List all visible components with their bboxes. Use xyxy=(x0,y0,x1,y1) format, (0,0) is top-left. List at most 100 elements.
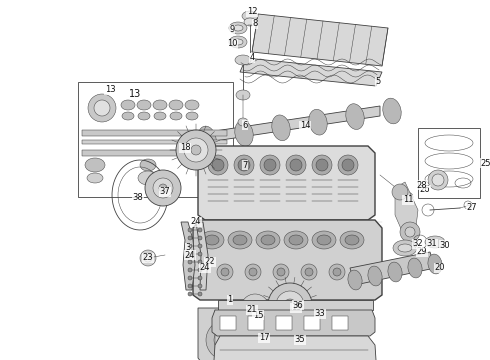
Circle shape xyxy=(400,222,420,242)
Bar xyxy=(82,130,227,136)
Ellipse shape xyxy=(368,266,382,286)
Circle shape xyxy=(145,170,181,206)
Text: 13: 13 xyxy=(129,89,142,99)
Ellipse shape xyxy=(154,112,166,120)
Ellipse shape xyxy=(140,159,156,171)
Bar xyxy=(248,316,264,330)
Ellipse shape xyxy=(244,18,256,26)
Ellipse shape xyxy=(169,100,183,110)
Circle shape xyxy=(277,268,285,276)
Ellipse shape xyxy=(205,235,219,245)
Bar xyxy=(276,316,292,330)
Circle shape xyxy=(249,268,257,276)
Circle shape xyxy=(392,184,408,200)
Circle shape xyxy=(276,291,304,319)
Ellipse shape xyxy=(348,270,362,290)
Bar xyxy=(332,316,348,330)
Circle shape xyxy=(159,184,167,192)
Text: 32: 32 xyxy=(413,239,423,248)
Text: 24: 24 xyxy=(191,217,201,226)
Text: 10: 10 xyxy=(227,40,237,49)
Circle shape xyxy=(188,292,192,296)
Text: 13: 13 xyxy=(105,85,115,94)
Circle shape xyxy=(301,264,317,280)
Circle shape xyxy=(198,228,202,232)
Polygon shape xyxy=(181,222,195,290)
Circle shape xyxy=(198,276,202,280)
Circle shape xyxy=(144,254,152,262)
Ellipse shape xyxy=(289,235,303,245)
Ellipse shape xyxy=(235,55,251,65)
Ellipse shape xyxy=(122,112,134,120)
Ellipse shape xyxy=(428,254,442,274)
Circle shape xyxy=(284,299,296,311)
Ellipse shape xyxy=(229,22,247,34)
Ellipse shape xyxy=(185,100,199,110)
Circle shape xyxy=(188,276,192,280)
Text: 23: 23 xyxy=(143,253,153,262)
Text: 7: 7 xyxy=(243,161,247,170)
Circle shape xyxy=(305,268,313,276)
Circle shape xyxy=(221,335,231,345)
Text: 35: 35 xyxy=(294,336,305,345)
Ellipse shape xyxy=(238,118,248,126)
Bar xyxy=(304,316,320,330)
Text: 20: 20 xyxy=(435,264,445,273)
Ellipse shape xyxy=(383,98,401,124)
Ellipse shape xyxy=(408,258,422,278)
Ellipse shape xyxy=(261,235,275,245)
Circle shape xyxy=(212,159,224,171)
Polygon shape xyxy=(195,106,380,144)
Text: 17: 17 xyxy=(259,333,270,342)
Circle shape xyxy=(214,328,238,352)
Text: 21: 21 xyxy=(247,306,257,315)
Ellipse shape xyxy=(272,115,290,141)
Text: 4: 4 xyxy=(249,54,255,63)
Polygon shape xyxy=(193,220,382,300)
Circle shape xyxy=(428,170,448,190)
Ellipse shape xyxy=(242,11,258,21)
Text: 12: 12 xyxy=(247,8,257,17)
Ellipse shape xyxy=(233,39,243,45)
Ellipse shape xyxy=(170,112,182,120)
Circle shape xyxy=(234,155,254,175)
Ellipse shape xyxy=(346,104,364,130)
Ellipse shape xyxy=(200,231,224,249)
Circle shape xyxy=(188,252,192,256)
Bar xyxy=(418,128,480,198)
Circle shape xyxy=(245,264,261,280)
Circle shape xyxy=(268,283,312,327)
Circle shape xyxy=(198,244,202,248)
Ellipse shape xyxy=(138,112,150,120)
Ellipse shape xyxy=(228,231,252,249)
Ellipse shape xyxy=(198,126,216,152)
Circle shape xyxy=(153,178,173,198)
Ellipse shape xyxy=(87,173,103,183)
Circle shape xyxy=(286,155,306,175)
Bar xyxy=(82,140,227,144)
Text: 28: 28 xyxy=(416,180,427,189)
Text: 5: 5 xyxy=(375,77,381,86)
Circle shape xyxy=(221,268,229,276)
Text: 26: 26 xyxy=(420,185,430,194)
Circle shape xyxy=(342,159,354,171)
Ellipse shape xyxy=(85,158,105,172)
Text: 30: 30 xyxy=(440,240,450,249)
Bar xyxy=(218,300,373,310)
Polygon shape xyxy=(198,146,375,220)
Circle shape xyxy=(198,260,202,264)
Circle shape xyxy=(290,159,302,171)
Text: 31: 31 xyxy=(427,239,437,248)
Polygon shape xyxy=(350,252,435,285)
Circle shape xyxy=(238,159,250,171)
Text: 11: 11 xyxy=(403,195,413,204)
Text: 14: 14 xyxy=(300,122,310,130)
Ellipse shape xyxy=(312,231,336,249)
Ellipse shape xyxy=(425,236,445,248)
Circle shape xyxy=(198,252,202,256)
Circle shape xyxy=(198,284,202,288)
Ellipse shape xyxy=(393,240,417,256)
Bar xyxy=(220,316,236,330)
Ellipse shape xyxy=(284,231,308,249)
Polygon shape xyxy=(198,308,253,360)
